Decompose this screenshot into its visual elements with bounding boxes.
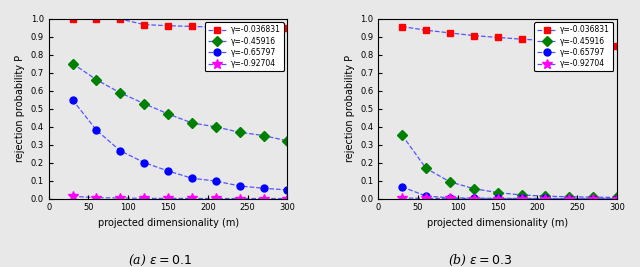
- γ=-0.45916: [236, 131, 244, 134]
- γ=-0.45916: [613, 196, 621, 199]
- γ=-0.65797: [589, 197, 597, 200]
- γ=-0.036831: [284, 27, 291, 30]
- Line: γ=-0.65797: γ=-0.65797: [399, 183, 621, 202]
- γ=-0.036831: [116, 17, 124, 21]
- γ=-0.45916: [164, 112, 172, 116]
- γ=-0.036831: [613, 45, 621, 48]
- γ=-0.45916: [260, 134, 268, 137]
- γ=-0.036831: [212, 26, 220, 29]
- γ=-0.45916: [68, 62, 76, 65]
- γ=-0.92704: [212, 197, 220, 200]
- γ=-0.036831: [236, 26, 244, 29]
- γ=-0.45916: [140, 102, 148, 105]
- γ=-0.92704: [140, 197, 148, 200]
- γ=-0.65797: [116, 149, 124, 152]
- γ=-0.92704: [284, 197, 291, 200]
- γ=-0.45916: [446, 180, 454, 183]
- Legend: γ=-0.036831, γ=-0.45916, γ=-0.65797, γ=-0.92704: γ=-0.036831, γ=-0.45916, γ=-0.65797, γ=-…: [534, 22, 613, 71]
- γ=-0.65797: [613, 197, 621, 200]
- γ=-0.65797: [541, 197, 549, 200]
- γ=-0.036831: [541, 39, 549, 42]
- γ=-0.92704: [116, 197, 124, 200]
- γ=-0.92704: [518, 197, 525, 200]
- γ=-0.92704: [422, 197, 430, 200]
- γ=-0.65797: [566, 197, 573, 200]
- γ=-0.036831: [68, 17, 76, 20]
- γ=-0.036831: [164, 24, 172, 27]
- Line: γ=-0.92704: γ=-0.92704: [397, 193, 622, 203]
- γ=-0.45916: [470, 187, 477, 190]
- γ=-0.036831: [422, 29, 430, 32]
- γ=-0.036831: [470, 34, 477, 37]
- γ=-0.92704: [236, 197, 244, 200]
- γ=-0.92704: [164, 197, 172, 200]
- Line: γ=-0.45916: γ=-0.45916: [69, 60, 291, 144]
- γ=-0.92704: [446, 197, 454, 200]
- Y-axis label: rejection probability P: rejection probability P: [344, 55, 355, 162]
- Line: γ=-0.92704: γ=-0.92704: [68, 191, 292, 203]
- γ=-0.036831: [140, 23, 148, 26]
- γ=-0.65797: [446, 196, 454, 199]
- Legend: γ=-0.036831, γ=-0.45916, γ=-0.65797, γ=-0.92704: γ=-0.036831, γ=-0.45916, γ=-0.65797, γ=-…: [205, 22, 284, 71]
- γ=-0.65797: [140, 161, 148, 164]
- γ=-0.65797: [518, 197, 525, 200]
- γ=-0.65797: [164, 169, 172, 172]
- γ=-0.036831: [494, 36, 502, 39]
- γ=-0.45916: [422, 167, 430, 170]
- γ=-0.92704: [589, 197, 597, 200]
- γ=-0.036831: [93, 17, 100, 21]
- Line: γ=-0.036831: γ=-0.036831: [399, 23, 621, 50]
- Line: γ=-0.45916: γ=-0.45916: [399, 132, 621, 201]
- γ=-0.92704: [188, 197, 196, 200]
- X-axis label: projected dimensionality (m): projected dimensionality (m): [97, 218, 239, 228]
- γ=-0.036831: [446, 31, 454, 34]
- X-axis label: projected dimensionality (m): projected dimensionality (m): [427, 218, 568, 228]
- γ=-0.45916: [212, 125, 220, 128]
- γ=-0.65797: [494, 197, 502, 200]
- Line: γ=-0.036831: γ=-0.036831: [69, 15, 291, 32]
- γ=-0.036831: [518, 38, 525, 41]
- γ=-0.65797: [284, 188, 291, 191]
- γ=-0.92704: [494, 197, 502, 200]
- γ=-0.036831: [260, 26, 268, 30]
- γ=-0.65797: [68, 98, 76, 101]
- γ=-0.45916: [494, 191, 502, 194]
- γ=-0.036831: [188, 25, 196, 28]
- γ=-0.45916: [589, 195, 597, 199]
- γ=-0.65797: [470, 197, 477, 200]
- γ=-0.92704: [613, 197, 621, 200]
- γ=-0.92704: [566, 197, 573, 200]
- γ=-0.65797: [422, 194, 430, 198]
- γ=-0.92704: [260, 197, 268, 200]
- γ=-0.45916: [518, 193, 525, 197]
- γ=-0.65797: [236, 184, 244, 187]
- γ=-0.036831: [398, 25, 406, 28]
- γ=-0.45916: [541, 195, 549, 198]
- γ=-0.65797: [398, 185, 406, 189]
- γ=-0.036831: [566, 40, 573, 43]
- γ=-0.036831: [589, 41, 597, 44]
- γ=-0.45916: [188, 121, 196, 124]
- γ=-0.92704: [470, 197, 477, 200]
- γ=-0.92704: [68, 195, 76, 198]
- Text: (b) $\epsilon = 0.3$: (b) $\epsilon = 0.3$: [447, 253, 513, 267]
- γ=-0.45916: [566, 195, 573, 198]
- Y-axis label: rejection probability P: rejection probability P: [15, 55, 25, 162]
- γ=-0.45916: [93, 78, 100, 81]
- Line: γ=-0.65797: γ=-0.65797: [69, 96, 291, 193]
- γ=-0.45916: [398, 134, 406, 137]
- γ=-0.92704: [93, 196, 100, 199]
- γ=-0.65797: [188, 176, 196, 180]
- γ=-0.45916: [116, 91, 124, 95]
- γ=-0.92704: [398, 197, 406, 200]
- γ=-0.45916: [284, 139, 291, 143]
- Text: (a) $\epsilon = 0.1$: (a) $\epsilon = 0.1$: [128, 253, 192, 267]
- γ=-0.65797: [93, 128, 100, 132]
- γ=-0.65797: [212, 179, 220, 183]
- γ=-0.92704: [541, 197, 549, 200]
- γ=-0.65797: [260, 187, 268, 190]
